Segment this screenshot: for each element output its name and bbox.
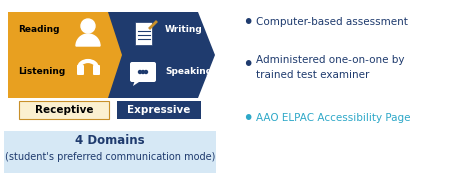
Text: Listening: Listening: [18, 67, 65, 76]
Polygon shape: [8, 12, 125, 98]
Text: AAO ELPAC Accessibility Page: AAO ELPAC Accessibility Page: [255, 113, 410, 123]
Text: Speaking: Speaking: [165, 67, 212, 76]
FancyBboxPatch shape: [4, 131, 216, 173]
Text: •: •: [242, 56, 253, 75]
Text: Administered one-on-one by: Administered one-on-one by: [255, 55, 404, 65]
Text: 4 Domains: 4 Domains: [75, 133, 145, 147]
Text: •: •: [242, 109, 253, 127]
Text: (student's preferred communication mode): (student's preferred communication mode): [5, 152, 215, 162]
FancyBboxPatch shape: [117, 101, 201, 119]
Circle shape: [138, 70, 141, 73]
Circle shape: [144, 70, 147, 73]
Text: ♀: ♀: [87, 33, 88, 35]
FancyBboxPatch shape: [77, 65, 84, 75]
FancyBboxPatch shape: [130, 62, 156, 82]
FancyBboxPatch shape: [135, 21, 152, 44]
FancyBboxPatch shape: [93, 65, 100, 75]
Polygon shape: [133, 80, 142, 86]
Wedge shape: [76, 34, 100, 46]
Polygon shape: [108, 12, 214, 98]
Text: •: •: [242, 13, 253, 32]
Text: Writing: Writing: [165, 25, 202, 35]
Circle shape: [141, 70, 144, 73]
Text: trained test examiner: trained test examiner: [255, 70, 369, 80]
Circle shape: [81, 19, 95, 33]
Text: Expressive: Expressive: [127, 105, 190, 115]
Text: Computer-based assessment: Computer-based assessment: [255, 17, 407, 27]
Text: Reading: Reading: [18, 25, 59, 35]
Text: Receptive: Receptive: [35, 105, 93, 115]
FancyBboxPatch shape: [19, 101, 109, 119]
